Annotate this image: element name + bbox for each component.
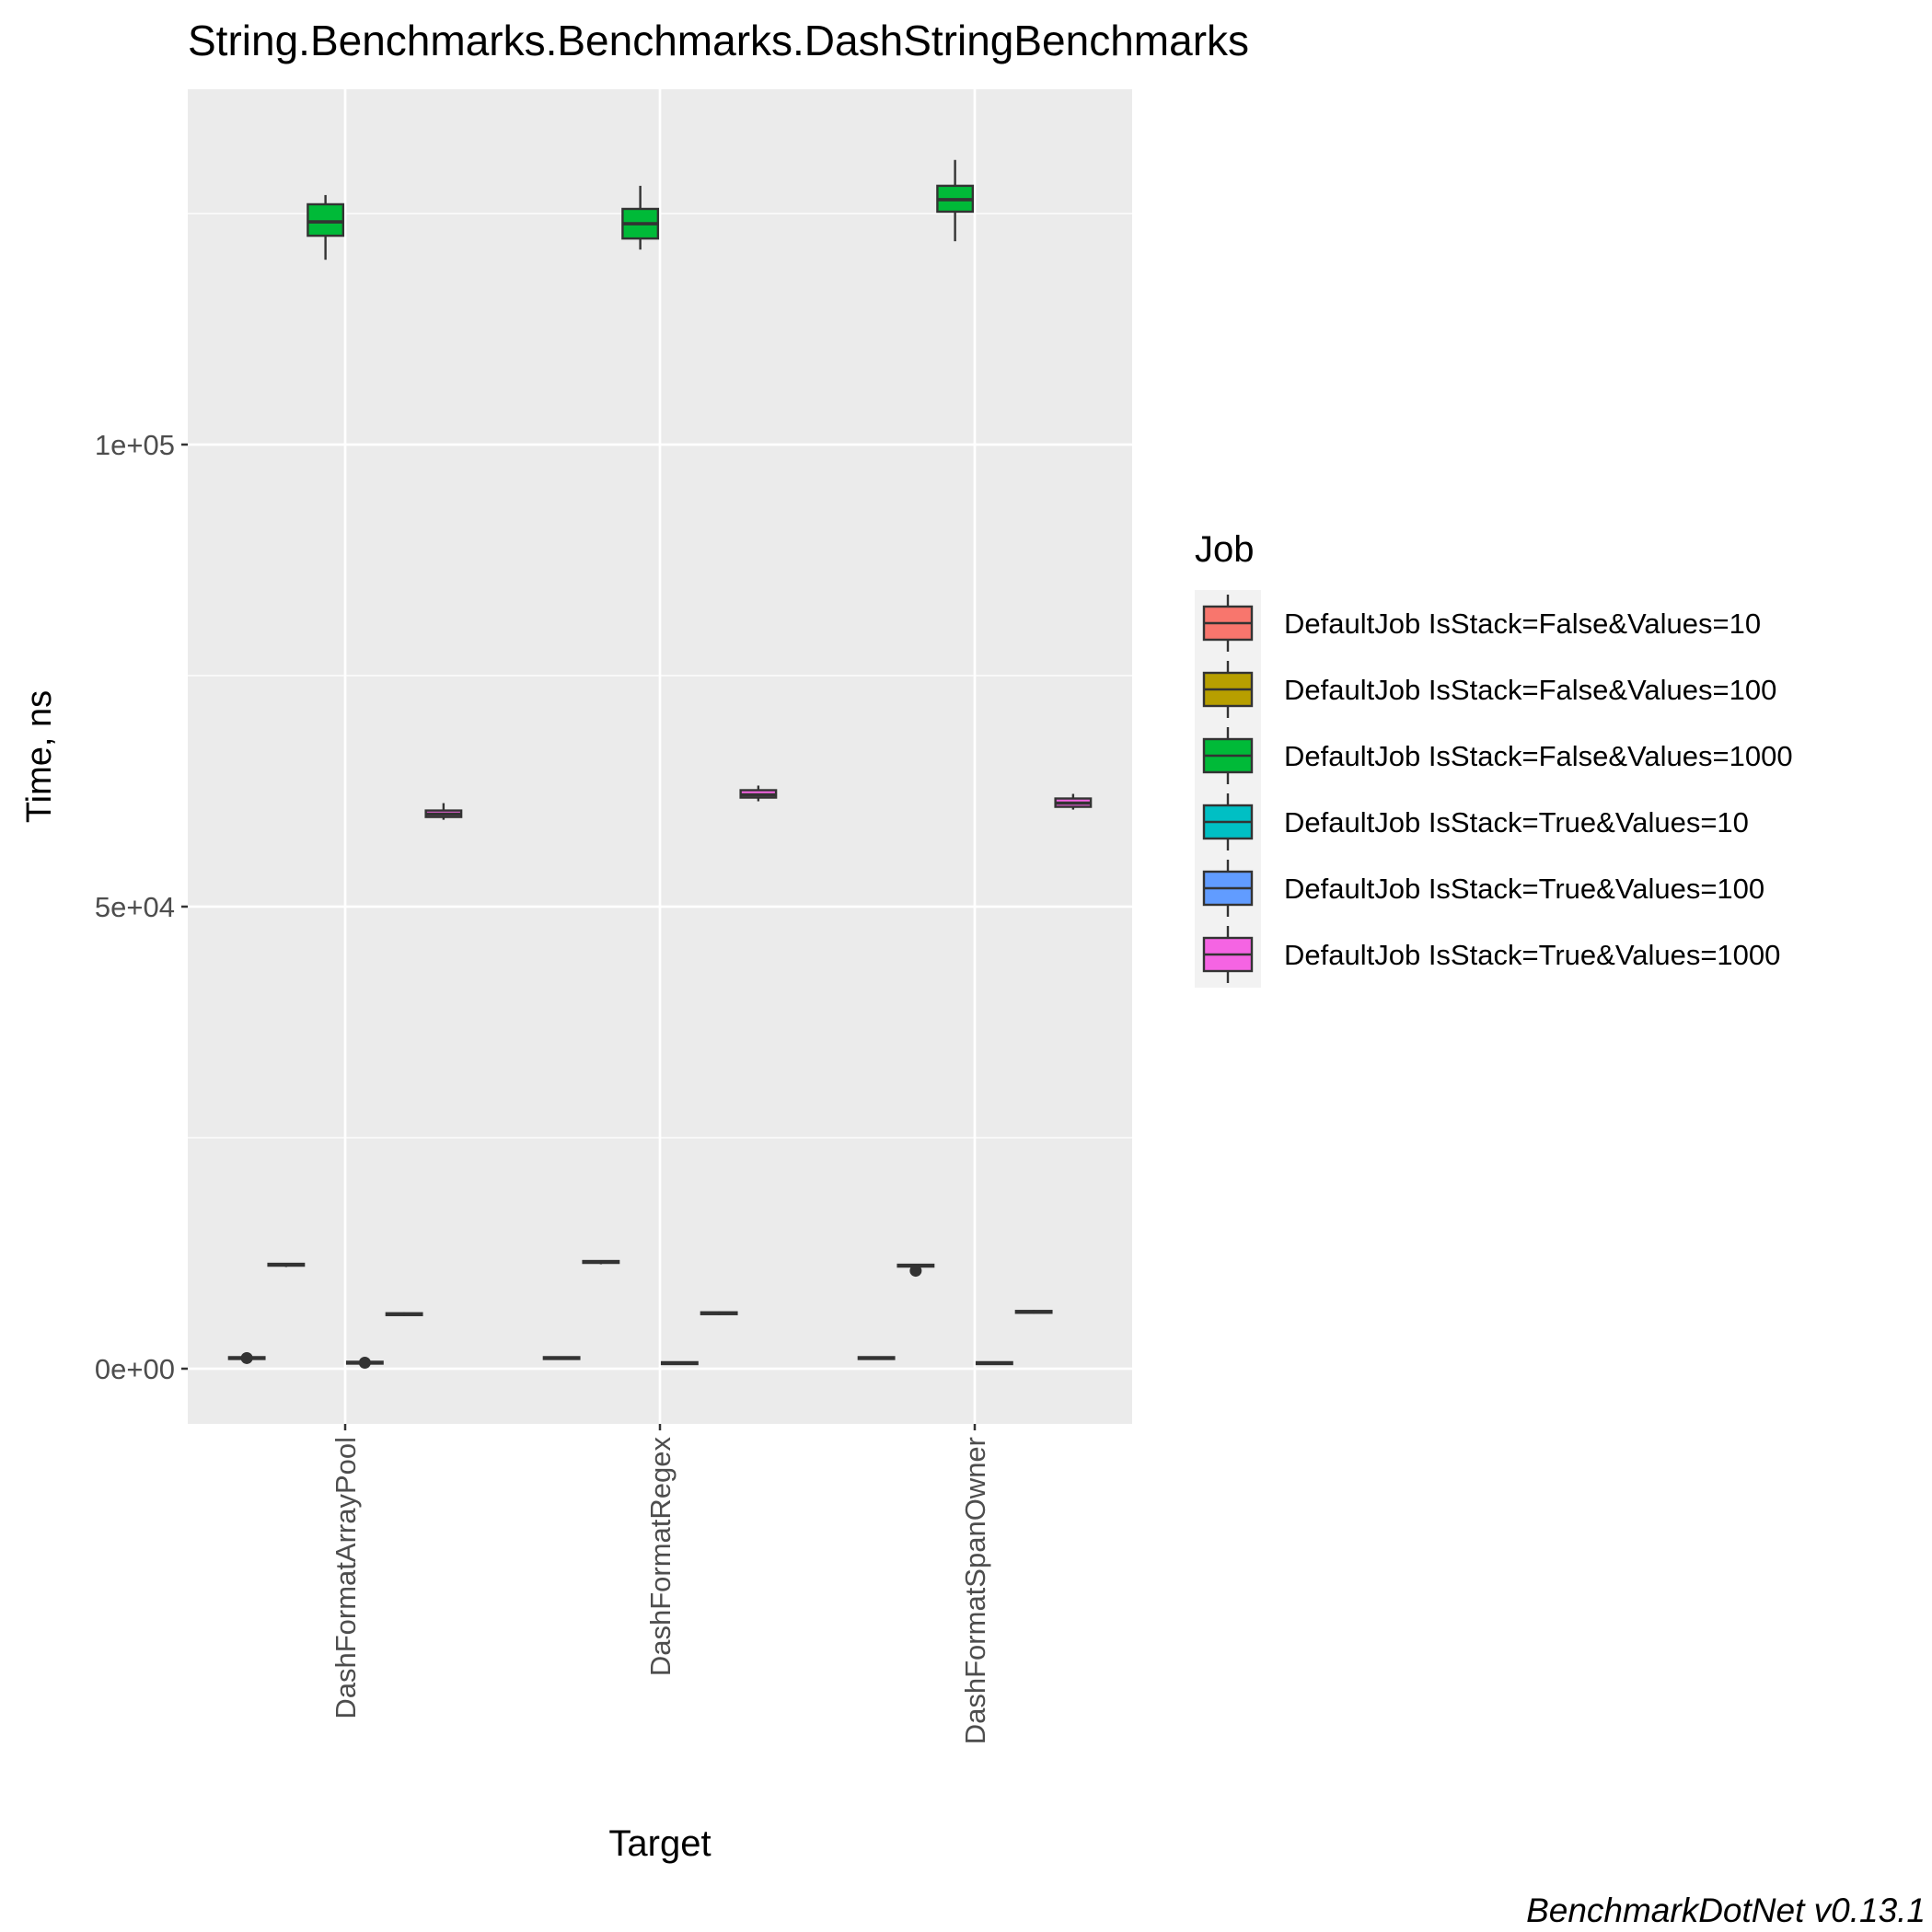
- box-plot: [700, 1311, 738, 1315]
- caption: BenchmarkDotNet v0.13.1: [1526, 1892, 1926, 1929]
- legend-label: DefaultJob IsStack=True&Values=10: [1284, 806, 1749, 839]
- box-plot: [897, 1263, 935, 1278]
- legend-item: DefaultJob IsStack=True&Values=100: [1202, 860, 1764, 917]
- box-outlier: [358, 1356, 371, 1369]
- box-body: [307, 202, 345, 237]
- x-axis-label: Target: [608, 1823, 711, 1864]
- box-plot: [542, 1356, 581, 1360]
- box-outlier: [240, 1351, 253, 1364]
- legend-title: Job: [1195, 529, 1255, 570]
- box-plot: [1014, 1310, 1053, 1314]
- legend-item: DefaultJob IsStack=False&Values=100: [1202, 661, 1776, 718]
- box-plot: [227, 1351, 266, 1364]
- box-plot: [975, 1360, 1013, 1366]
- legend-item: DefaultJob IsStack=True&Values=1000: [1202, 926, 1780, 983]
- chart-title: String.Benchmarks.Benchmarks.DashStringB…: [188, 17, 1249, 64]
- legend-item: DefaultJob IsStack=False&Values=1000: [1202, 727, 1793, 784]
- legend-label: DefaultJob IsStack=True&Values=1000: [1284, 939, 1780, 971]
- legend-item: DefaultJob IsStack=True&Values=10: [1202, 793, 1749, 850]
- y-tick-label: 0e+00: [95, 1353, 175, 1385]
- box-plot: [857, 1356, 896, 1360]
- box-plot: [307, 194, 345, 260]
- y-tick-label: 5e+04: [95, 891, 175, 923]
- y-axis-label: Time, ns: [20, 690, 59, 823]
- box-plot: [936, 159, 975, 242]
- legend-label: DefaultJob IsStack=True&Values=100: [1284, 873, 1764, 905]
- legend-label: DefaultJob IsStack=False&Values=1000: [1284, 740, 1793, 772]
- y-axis: 0e+00 5e+04 1e+05: [95, 429, 188, 1385]
- box-plot: [345, 1356, 384, 1369]
- box-plot: [1054, 793, 1093, 810]
- legend: Job DefaultJob IsStack=False&Values=10 De…: [1195, 529, 1793, 988]
- legend-item: DefaultJob IsStack=False&Values=10: [1202, 595, 1761, 652]
- y-tick-label: 1e+05: [95, 429, 175, 461]
- box-plot: [739, 785, 778, 802]
- box-plot: [385, 1312, 423, 1316]
- box-outlier: [909, 1265, 922, 1278]
- x-tick-label: DashFormatRegex: [644, 1437, 677, 1677]
- box-plot: [660, 1360, 699, 1366]
- box-plot: [267, 1262, 306, 1267]
- grid-lines: [188, 89, 1132, 1424]
- box-plot: [582, 1259, 620, 1265]
- legend-key-background: [1195, 590, 1261, 988]
- x-axis: DashFormatArrayPool DashFormatRegex DashFo…: [330, 1424, 991, 1744]
- box-plots: [227, 159, 1093, 1369]
- legend-label: DefaultJob IsStack=False&Values=10: [1284, 607, 1761, 640]
- box-plot: [621, 185, 660, 250]
- x-tick-label: DashFormatSpanOwner: [959, 1437, 991, 1744]
- box-plot: [424, 803, 463, 820]
- x-tick-label: DashFormatArrayPool: [330, 1437, 362, 1719]
- legend-label: DefaultJob IsStack=False&Values=100: [1284, 674, 1776, 706]
